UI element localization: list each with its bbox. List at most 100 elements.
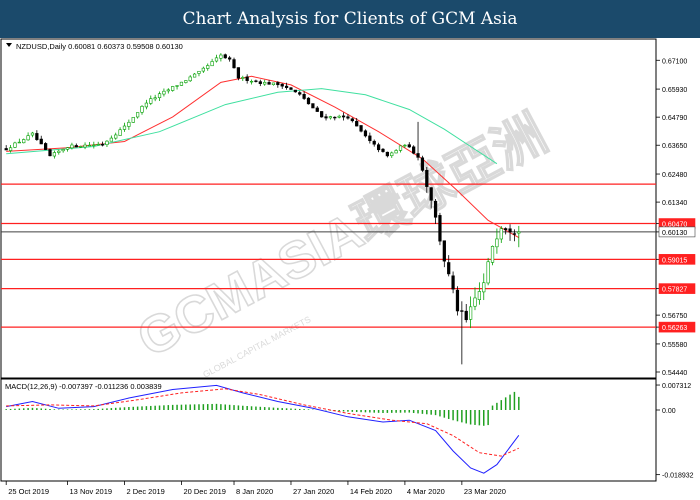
candle-body [504,228,508,231]
candle-body [346,116,350,119]
candle-body [490,246,495,263]
time-tick-label: 27 Jan 2020 [293,487,334,496]
price-tick-label: 0.62480 [662,172,687,179]
candle-body [149,98,153,104]
candle-body [420,157,425,171]
candle-body [442,240,446,262]
macd-header: MACD(12,26,9) -0.007397 -0.011236 0.0038… [5,382,162,391]
candle-body [333,116,337,119]
candle-body [394,150,398,154]
candle-body [359,125,363,132]
candle-body [390,152,394,157]
candle-body [26,135,30,141]
chart-canvas: GCMASIA環球亞洲 GLOBAL CAPITAL MARKETS NZDUS… [0,38,696,496]
candle-body [249,80,254,83]
candle-body [403,144,407,147]
macd-lines [6,384,520,474]
candle-body [162,90,166,95]
macd-panel-frame [0,378,657,482]
candle-body [175,85,179,87]
candle-body [131,117,135,123]
candles [4,53,521,365]
ma-slow-line [6,88,498,165]
candle-body [61,149,65,152]
candle-body [482,282,486,293]
title-banner: Chart Analysis for Clients of GCM Asia [0,0,700,38]
collapse-triangle-icon[interactable] [6,43,12,47]
ma-fast-line [6,75,520,239]
candle-body [429,187,433,201]
price-tick-label: 0.63650 [662,143,687,150]
candle-body [473,297,477,307]
candle-body [44,143,48,150]
candle-body [385,151,389,157]
price-panel-frame [0,38,657,379]
candle-body [276,82,280,86]
candle-body [368,135,372,142]
candle-body [433,200,438,218]
candle-body [228,57,232,60]
candle-body [109,137,113,142]
candle-body [206,65,210,69]
candle-body [412,146,416,154]
candle-body [245,76,249,81]
candle-body [324,116,328,119]
candle-body [280,83,284,87]
banner-title: Chart Analysis for Clients of GCM Asia [182,9,518,29]
candle-body [210,61,214,67]
candle-body [52,152,56,157]
candle-body [311,103,315,109]
candle-body [517,231,521,234]
candle-body [289,87,293,90]
candle-body [39,138,43,145]
candle-body [197,70,201,74]
time-tick-label: 23 Mar 2020 [464,487,506,496]
candle-body [337,115,341,118]
candle-body [127,121,131,127]
candle-body [451,275,455,290]
candle-body [254,80,258,82]
candle-body [447,262,451,275]
time-tick-label: 4 Mar 2020 [407,487,445,496]
candle-body [464,310,468,321]
price-header: NZDUSD,Daily 0.60081 0.60373 0.59508 0.6… [16,42,183,51]
candle-body [302,93,306,99]
candle-body [79,146,83,148]
candle-body [83,144,87,148]
candle-body [219,54,223,59]
price-panel: GCMASIA環球亞洲 GLOBAL CAPITAL MARKETS NZDUS… [0,38,696,380]
level-lines [1,183,656,328]
macd-signal-line [6,388,520,457]
candle-body [306,97,311,105]
candle-body [236,67,241,79]
candle-body [398,145,403,151]
candle-body [157,93,162,99]
candle-body [87,144,92,147]
candle-body [258,81,262,84]
candle-body [438,215,442,242]
candle-body [96,143,100,146]
price-tag-label: 0.56263 [662,325,687,332]
candle-body [363,130,368,137]
candle-body [105,140,109,145]
candle-body [179,81,184,86]
candle-body [201,67,205,72]
candle-body [214,57,219,62]
candle-body [74,145,78,148]
time-tick-label: 13 Nov 2019 [70,487,113,496]
candle-body [100,144,105,146]
candle-body [241,77,245,79]
macd-tick-label: -0.018932 [662,473,694,480]
time-tick-label: 14 Feb 2020 [350,487,392,496]
macd-panel: MACD(12,26,9) -0.007397 -0.011236 0.0038… [0,378,694,482]
candle-body [293,89,297,93]
candle-body [267,82,271,85]
price-tag-label: 0.57827 [662,287,687,294]
price-tick-label: 0.61340 [662,200,687,207]
candle-body [372,140,376,145]
moving-averages [6,75,520,239]
candle-body [315,107,319,112]
candle-body [512,233,517,235]
candle-body [477,291,481,300]
candle-body [416,153,420,158]
